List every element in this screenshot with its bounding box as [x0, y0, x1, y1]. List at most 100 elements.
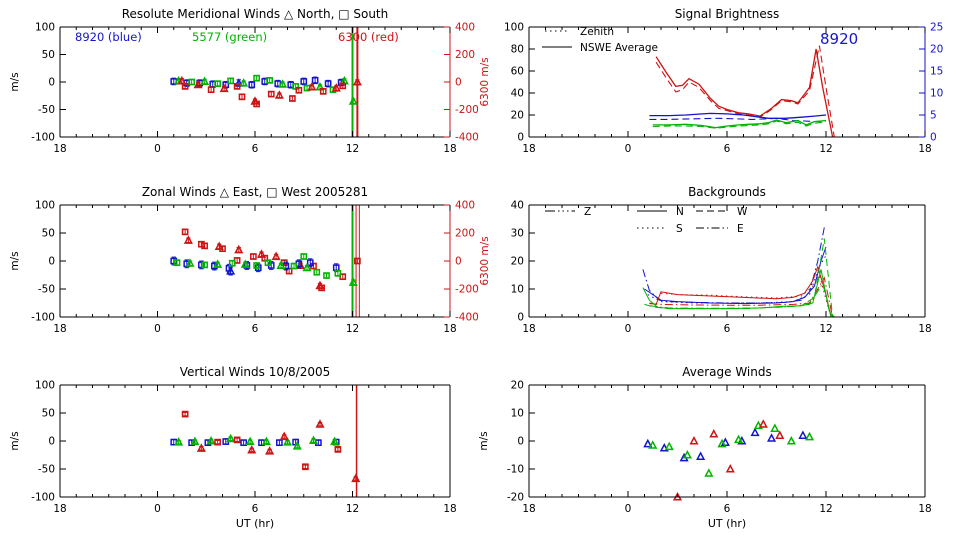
x-tick-label: 6 [252, 503, 259, 515]
marker-triangle [234, 244, 244, 254]
x-tick-label: 18 [443, 143, 456, 155]
series-line [660, 273, 834, 318]
marker-square [276, 439, 283, 447]
marker-square [300, 78, 308, 85]
y-axis-title: m/s [9, 251, 21, 270]
marker-triangle [798, 430, 808, 439]
marker-square [339, 82, 347, 90]
marker-square [219, 245, 226, 253]
marker-square [318, 284, 325, 292]
marker-triangle [240, 259, 250, 268]
legend-label: S [676, 223, 683, 235]
marker-square [188, 439, 195, 447]
series-line [652, 119, 827, 129]
x-tick-label: 18 [522, 143, 535, 155]
right-tick-label: -200 [455, 104, 479, 116]
series-scatter [173, 253, 358, 286]
marker-triangle [245, 436, 255, 446]
x-tick-label: 6 [724, 143, 731, 155]
marker-square [188, 78, 195, 86]
series-line [652, 120, 827, 129]
x-tick-label: 0 [625, 323, 632, 335]
marker-triangle [330, 436, 340, 446]
x-tick-label: 6 [724, 323, 731, 335]
marker-square [264, 259, 272, 267]
series-scatter [174, 433, 340, 450]
x-tick-label: 12 [346, 503, 359, 515]
series-line [649, 264, 832, 318]
x-tick-label: 12 [819, 143, 832, 155]
series-scatter [177, 75, 362, 108]
marker-triangle [206, 436, 216, 445]
panel-meridional-winds: Resolute Meridional Winds △ North, □ Sou… [9, 7, 491, 155]
marker-square [238, 93, 246, 101]
x-tick-label: 0 [625, 143, 632, 155]
marker-triangle [709, 429, 719, 438]
y-tick-label: 60 [511, 66, 524, 78]
right-tick-label: 20 [930, 44, 943, 56]
marker-triangle [185, 258, 195, 267]
marker-square [253, 262, 260, 269]
legend-label: W [737, 206, 748, 218]
marker-triangle [786, 436, 796, 445]
x-tick-label: 18 [53, 143, 66, 155]
marker-triangle [200, 76, 210, 85]
marker-square [306, 259, 314, 267]
marker-triangle [193, 79, 203, 89]
x-tick-label: 12 [819, 503, 832, 515]
marker-square [319, 88, 327, 95]
x-tick-label: 0 [625, 503, 632, 515]
panel-title: Vertical Winds 10/8/2005 [180, 365, 331, 379]
marker-triangle [219, 83, 229, 93]
y-tick-label: -100 [31, 492, 55, 504]
y-tick-label: -10 [507, 464, 524, 476]
x-tick-label: 18 [443, 323, 456, 335]
series-scatter [181, 410, 361, 483]
marker-triangle [734, 434, 744, 444]
marker-square [323, 272, 330, 279]
marker-triangle [174, 437, 184, 446]
y-tick-label: -100 [31, 312, 55, 324]
series-line [649, 112, 827, 119]
panel-title: Average Winds [682, 365, 772, 379]
marker-triangle [226, 266, 236, 275]
legend-label: NSWE Average [580, 42, 658, 54]
x-tick-label: 18 [53, 323, 66, 335]
right-tick-label: 0 [930, 132, 937, 144]
legend-label: E [737, 223, 744, 235]
right-axis-title: 6300 m/s [479, 57, 491, 106]
y-tick-label: 0 [517, 436, 524, 448]
x-tick-label: 18 [918, 143, 931, 155]
marker-triangle [804, 431, 815, 441]
marker-triangle [307, 81, 317, 91]
marker-square [302, 463, 309, 471]
panel-title: Signal Brightness [675, 7, 780, 21]
marker-triangle [234, 78, 244, 87]
y-tick-label: 0 [517, 312, 524, 324]
marker-triangle [278, 79, 288, 88]
marker-square [214, 438, 221, 446]
marker-triangle [239, 78, 249, 87]
marker-triangle [302, 262, 312, 272]
marker-triangle [308, 435, 319, 444]
panel-average-winds: Average Winds 18 0 6 12 18 UT (hr) -20 -10 0 10 20 m… [478, 365, 932, 530]
marker-square [181, 228, 189, 236]
x-tick-label: 6 [252, 143, 259, 155]
marker-triangle [315, 419, 325, 428]
y-tick-label: -100 [31, 132, 55, 144]
marker-triangle [196, 443, 206, 452]
x-tick-label: 18 [918, 503, 931, 515]
x-tick-label: 18 [522, 503, 535, 515]
marker-triangle [717, 438, 727, 448]
legend-label: N [676, 206, 684, 218]
series-line [649, 117, 827, 123]
series-scatter [648, 420, 815, 477]
legend-label: Z [584, 206, 591, 218]
series-line [647, 255, 827, 304]
marker-square [181, 410, 189, 418]
panel-vertical-winds: Vertical Winds 10/8/2005 18 0 6 12 18 UT (hr) -… [9, 365, 457, 530]
marker-triangle [183, 235, 193, 244]
y-tick-label: 40 [511, 200, 524, 212]
panel-signal-brightness: Signal Brightness 8920 Zenith NSWE Average 1… [504, 7, 943, 155]
